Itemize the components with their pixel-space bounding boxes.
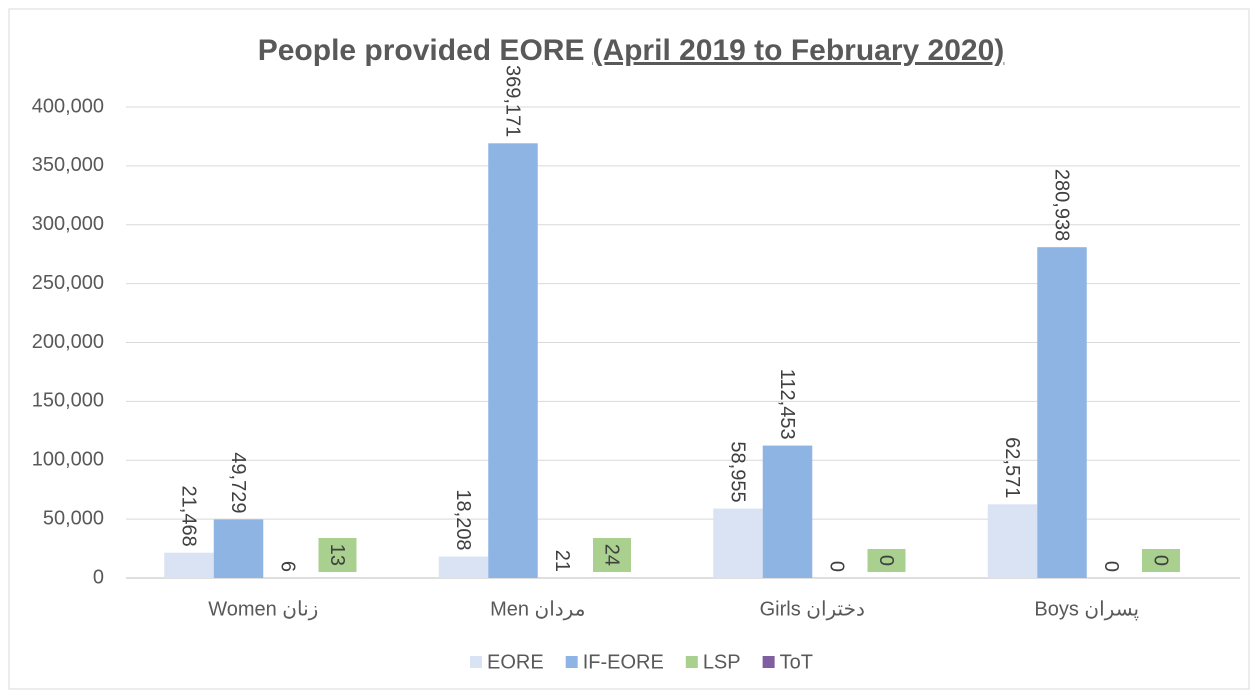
data-label-group: 280,938 — [1051, 169, 1073, 241]
legend-label: EORE — [487, 651, 544, 673]
x-tick-label: Men مردان — [490, 598, 585, 620]
bar — [1037, 247, 1087, 579]
y-tick-label: 50,000 — [43, 507, 104, 529]
data-label: 112,453 — [776, 369, 798, 440]
data-label-group: 49,729 — [227, 452, 249, 513]
data-label: 24 — [601, 544, 623, 566]
data-label-group: 0 — [1142, 549, 1180, 572]
x-tick-label: Women زنان — [208, 598, 318, 620]
bar — [762, 445, 813, 578]
y-tick-label: 0 — [93, 566, 104, 588]
y-tick-label: 100,000 — [32, 449, 104, 471]
data-label-group: 18,208 — [452, 489, 474, 550]
data-label-group: 21 — [551, 550, 573, 572]
data-label-group: 21,468 — [178, 486, 200, 547]
bar — [987, 504, 1038, 578]
data-label: 62,571 — [1001, 437, 1023, 498]
x-tick-label: Boys پسران — [1034, 598, 1139, 620]
data-label: 13 — [326, 544, 348, 566]
title-part: People provided EORE — [258, 34, 585, 67]
data-label-box — [593, 537, 631, 572]
y-tick-label: 150,000 — [32, 390, 104, 412]
data-label: 280,938 — [1051, 169, 1073, 241]
data-label: 0 — [1150, 555, 1172, 566]
y-tick-label: 300,000 — [32, 213, 104, 235]
bar — [438, 556, 489, 578]
data-label: 0 — [1100, 561, 1122, 572]
legend-label: IF-EORE — [583, 651, 664, 673]
data-label: 0 — [875, 555, 897, 566]
data-label-box — [867, 549, 906, 572]
data-label: 21,468 — [178, 486, 200, 547]
title-part: (April 2019 to February 2020) — [592, 34, 1004, 67]
legend-swatch — [762, 656, 775, 668]
bar — [164, 552, 214, 578]
chart-title: People provided EORE (April 2019 to Febru… — [258, 34, 1005, 67]
y-tick-label: 400,000 — [32, 95, 104, 117]
y-tick-label: 250,000 — [32, 272, 104, 294]
data-label-group: 58,955 — [727, 441, 749, 502]
x-tick-label: Girls دختران — [760, 598, 865, 620]
data-label-group: 0 — [867, 549, 906, 572]
data-label-group: 369,171 — [502, 65, 524, 137]
y-tick-label: 350,000 — [32, 154, 104, 176]
data-label: 58,955 — [727, 441, 749, 502]
data-label: 369,171 — [502, 65, 524, 137]
legend-label: ToT — [780, 651, 813, 673]
data-label-box — [318, 537, 357, 572]
data-label-group: 0 — [1100, 561, 1122, 572]
data-label-group: 0 — [826, 561, 848, 572]
legend-label: LSP — [703, 651, 741, 673]
data-label-group: 24 — [593, 537, 631, 572]
bar — [713, 508, 763, 578]
data-label: 21 — [551, 550, 573, 572]
legend-swatch — [470, 656, 482, 668]
legend-swatch — [685, 656, 698, 668]
data-label: 0 — [826, 561, 848, 572]
data-label: 49,729 — [227, 452, 249, 513]
data-label: 18,208 — [452, 489, 474, 550]
data-label-group: 62,571 — [1001, 437, 1023, 498]
data-label-group: 13 — [318, 537, 357, 572]
bar — [213, 519, 264, 578]
y-tick-label: 200,000 — [32, 331, 104, 353]
data-label-box — [1142, 549, 1180, 572]
data-label-group: 6 — [277, 561, 299, 572]
legend-swatch — [565, 656, 578, 668]
data-label-group: 112,453 — [776, 369, 798, 440]
bar — [488, 143, 538, 578]
data-label: 6 — [277, 561, 299, 572]
